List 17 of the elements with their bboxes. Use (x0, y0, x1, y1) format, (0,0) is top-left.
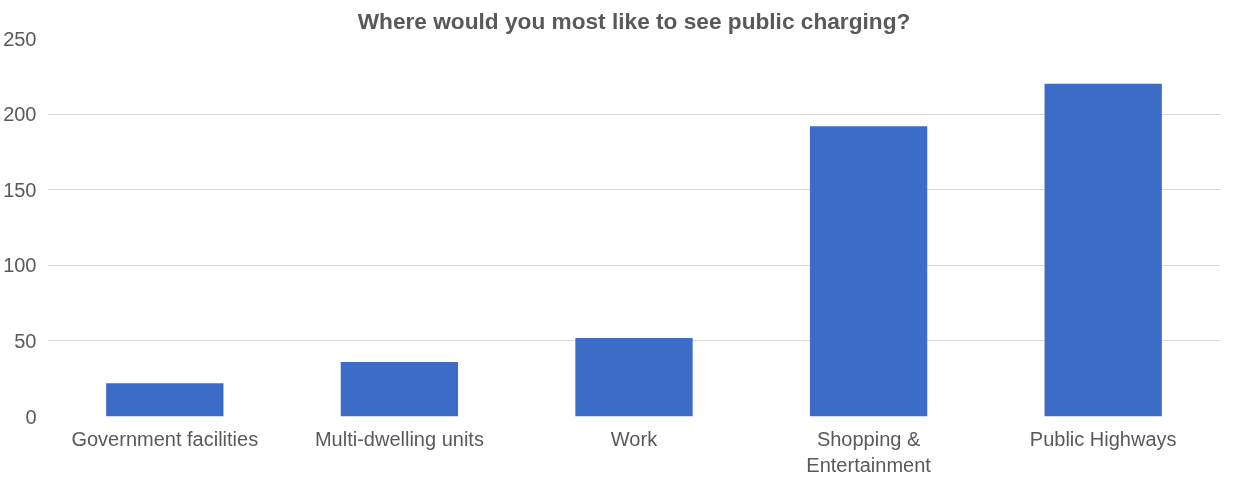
y-tick-label: 50 (14, 329, 37, 352)
y-tick-label: 200 (3, 103, 37, 126)
y-tick-label: 0 (25, 405, 37, 428)
bar (106, 383, 224, 417)
y-tick-label: 100 (3, 254, 37, 277)
chart-title: Where would you most like to see public charging? (357, 7, 911, 34)
x-tick-label: Public Highways (1029, 427, 1177, 450)
bar (575, 337, 693, 417)
x-tick-label: Work (610, 427, 659, 450)
bar (809, 126, 928, 417)
bar (340, 362, 459, 417)
x-tick-label: Government facilities (71, 427, 259, 450)
x-tick-label: Multi-dwelling units (314, 427, 484, 450)
y-tick-label: 250 (3, 27, 37, 50)
x-tick-label: Shopping & Entertainment (806, 427, 932, 476)
bar (1044, 83, 1162, 417)
y-tick-label: 150 (3, 178, 37, 201)
